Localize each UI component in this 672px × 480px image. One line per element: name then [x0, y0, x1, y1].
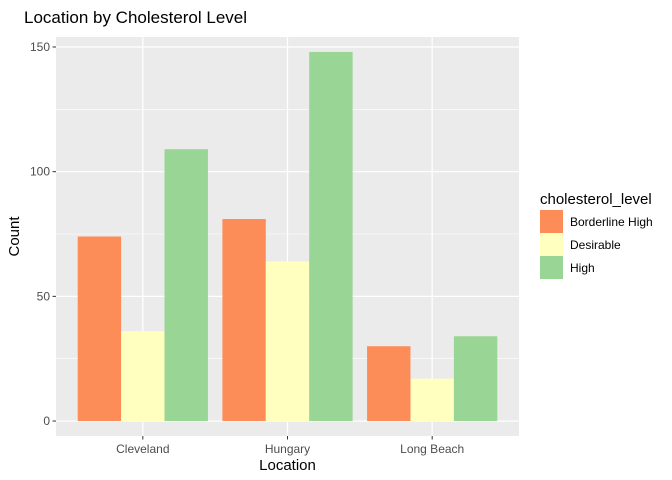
legend-item-label: Borderline High — [570, 215, 653, 229]
bar-long-beach-desirable: Long Beach / Desirable: 17 — [410, 378, 454, 422]
legend-items: Borderline High Desirable High — [540, 210, 653, 279]
y-tick-label: 0 — [43, 414, 50, 428]
bar-cleveland-desirable: Cleveland / Desirable: 36 — [121, 331, 165, 422]
chart-title: Location by Cholesterol Level — [24, 8, 247, 27]
x-tick-label: Hungary — [265, 442, 310, 456]
x-tick-label: Long Beach — [400, 442, 464, 456]
bar-cleveland-borderline-high: Cleveland / Borderline High: 74 — [77, 236, 122, 422]
legend-item-label: Desirable — [570, 238, 621, 252]
y-tick-label: 150 — [30, 40, 50, 54]
bar-cleveland-high: Cleveland / High: 109 — [164, 149, 208, 422]
bar-long-beach-high: Long Beach / High: 34 — [453, 336, 498, 422]
x-axis: Cleveland Hungary Long Beach — [116, 436, 464, 456]
bar-hungary-desirable: Hungary / Desirable: 64 — [265, 261, 310, 422]
y-tick-label: 50 — [37, 289, 51, 303]
legend: cholesterol_level Borderline High Desirab… — [540, 191, 653, 279]
y-axis: 0 50 100 150 — [30, 40, 56, 428]
gridlines — [56, 37, 519, 436]
y-tick-label: 100 — [30, 165, 50, 179]
bar-hungary-borderline-high: Hungary / Borderline High: 81 — [222, 219, 266, 422]
bars: Cleveland / Borderline High: 74Cleveland… — [77, 51, 498, 422]
y-axis-title: Count — [6, 216, 23, 257]
legend-swatch — [540, 210, 563, 233]
bar-long-beach-borderline-high: Long Beach / Borderline High: 30 — [367, 346, 411, 422]
legend-item-label: High — [570, 261, 595, 275]
legend-swatch — [540, 256, 563, 279]
legend-title: cholesterol_level — [540, 191, 652, 208]
bar-hungary-high: Hungary / High: 148 — [309, 51, 353, 422]
legend-swatch — [540, 233, 563, 256]
x-tick-label: Cleveland — [116, 442, 169, 456]
x-axis-title: Location — [259, 457, 316, 474]
